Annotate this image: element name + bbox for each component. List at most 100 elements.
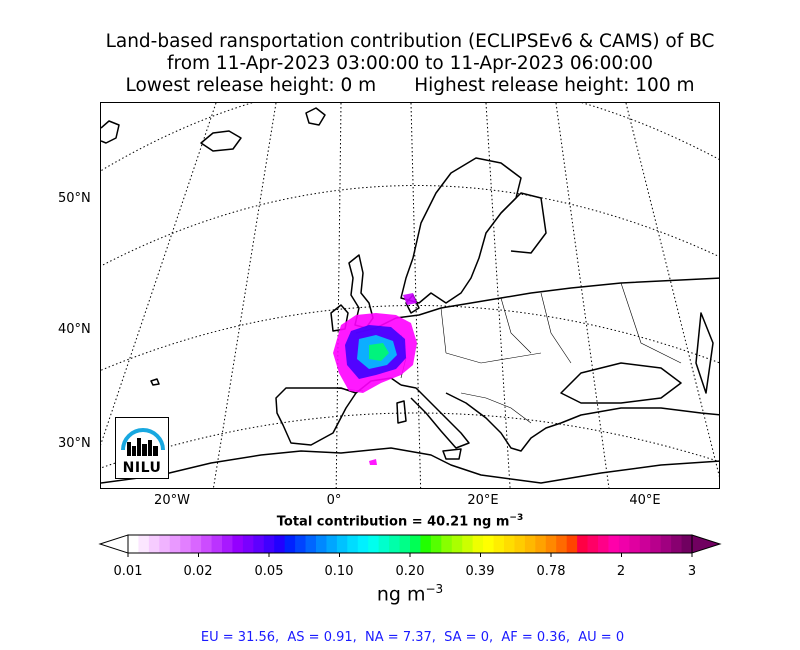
title-line-1: Land-based ransportation contribution (E… xyxy=(105,31,715,52)
border-germany-poland xyxy=(440,307,447,354)
colorbar-tick-8: 3 xyxy=(687,564,697,579)
colorbar-units: ng m−3 xyxy=(0,582,800,605)
colorbar-cell xyxy=(211,535,223,553)
colorbar-tick-4: 0.20 xyxy=(395,564,425,579)
colorbar-cell xyxy=(242,535,254,553)
coast-iceland xyxy=(200,130,242,152)
lon-label-40e: 40°E xyxy=(629,493,661,508)
colorbar-cell xyxy=(472,535,484,553)
colorbar-cell xyxy=(368,535,380,553)
colorbar-cell xyxy=(336,535,348,553)
colorbar-cell xyxy=(180,535,192,553)
coast-azores xyxy=(150,378,160,386)
lat-label-50n: 50°N xyxy=(58,191,91,206)
colorbar-cell xyxy=(639,535,651,553)
colorbar-cell xyxy=(128,535,140,553)
colorbar-cell xyxy=(389,535,401,553)
lon-line-0 xyxy=(335,103,342,488)
colorbar-right-arrow xyxy=(691,534,722,554)
colorbar-cell xyxy=(347,535,359,553)
colorbar-cell xyxy=(587,535,599,553)
plume-africa xyxy=(369,459,377,465)
coast-greenland xyxy=(101,120,120,144)
border-ukraine xyxy=(540,292,572,364)
title-line-3: Lowest release height: 0 m Highest releas… xyxy=(10,75,800,97)
title-line-2: from 11-Apr-2023 03:00:00 to 11-Apr-2023… xyxy=(167,53,653,74)
colorbar-tick-marks xyxy=(127,553,693,557)
colorbar-cell xyxy=(148,535,160,553)
lon-label-0: 0° xyxy=(326,493,342,508)
colorbar-cell xyxy=(232,535,244,553)
lat-line-60 xyxy=(101,103,719,172)
lon-line-20e xyxy=(485,103,511,488)
lowest-release-height: Lowest release height: 0 m xyxy=(125,75,377,96)
colorbar-cell xyxy=(681,535,693,553)
colorbar-cell xyxy=(316,535,328,553)
map-frame[interactable] xyxy=(100,102,720,489)
colorbar-cell xyxy=(274,535,286,553)
coast-north-africa xyxy=(101,447,719,484)
colorbar-tick-2: 0.05 xyxy=(254,564,284,579)
highest-release-height: Highest release height: 100 m xyxy=(414,75,695,96)
coast-scandinavia xyxy=(400,157,522,304)
colorbar-cell xyxy=(190,535,202,553)
coast-sicily xyxy=(442,448,462,460)
lat-line-50 xyxy=(101,185,719,267)
colorbar-cell xyxy=(524,535,536,553)
coast-italy xyxy=(400,384,470,449)
colorbar xyxy=(98,534,722,557)
lat-line-30 xyxy=(101,412,719,469)
colorbar-cell xyxy=(504,535,516,553)
lon-line-40e xyxy=(625,103,719,478)
colorbar-cell xyxy=(378,535,390,553)
colorbar-cell xyxy=(159,535,171,553)
regional-contributions: EU = 31.56, AS = 0.91, NA = 7.37, SA = 0… xyxy=(200,630,625,645)
colorbar-cell xyxy=(305,535,317,553)
lat-label-40n: 40°N xyxy=(58,322,91,337)
border-baltics xyxy=(500,297,532,354)
colorbar-cell xyxy=(222,535,234,553)
coast-turkey xyxy=(560,407,719,424)
lat-line-40 xyxy=(101,305,719,371)
colorbar-cell xyxy=(357,535,369,553)
coast-caspian xyxy=(695,312,714,394)
colorbar-left-arrow xyxy=(98,534,129,554)
colorbar-cell xyxy=(138,535,150,553)
coast-balkans xyxy=(445,392,562,452)
colorbar-cell xyxy=(493,535,505,553)
colorbar-cell xyxy=(295,535,307,553)
colorbar-tick-7: 2 xyxy=(616,564,626,579)
lon-line-30e xyxy=(555,103,610,488)
colorbar-cell xyxy=(169,535,181,553)
colorbar-cell xyxy=(608,535,620,553)
colorbar-tick-5: 0.39 xyxy=(465,564,495,579)
coast-sardinia xyxy=(396,400,407,424)
colorbar-cell xyxy=(535,535,547,553)
lat-label-30n: 30°N xyxy=(58,436,91,451)
colorbar-tick-3: 0.10 xyxy=(324,564,354,579)
border-russia xyxy=(620,282,682,364)
plume-core xyxy=(369,343,389,361)
colorbar-cell xyxy=(650,535,662,553)
colorbar-cell xyxy=(545,535,557,553)
coast-black-sea xyxy=(560,362,682,404)
colorbar-cell xyxy=(253,535,265,553)
colorbar-cell xyxy=(441,535,453,553)
colorbar-cell xyxy=(483,535,495,553)
colorbar-cell xyxy=(556,535,568,553)
nilu-logo-icon xyxy=(121,428,165,456)
colorbar-cell xyxy=(430,535,442,553)
colorbar-cell xyxy=(577,535,589,553)
border-balkans-inner xyxy=(460,392,532,424)
nilu-logo-text: NILU xyxy=(122,460,162,476)
total-contribution-exponent: −3 xyxy=(509,513,524,523)
colorbar-cells xyxy=(128,535,693,553)
colorbar-cell xyxy=(399,535,411,553)
map-canvas xyxy=(101,103,719,488)
coast-finland xyxy=(500,192,547,254)
colorbar-cell xyxy=(284,535,296,553)
colorbar-cell xyxy=(514,535,526,553)
colorbar-cell xyxy=(598,535,610,553)
colorbar-cell xyxy=(326,535,338,553)
total-contribution: Total contribution = 40.21 ng m−3 xyxy=(0,513,800,529)
